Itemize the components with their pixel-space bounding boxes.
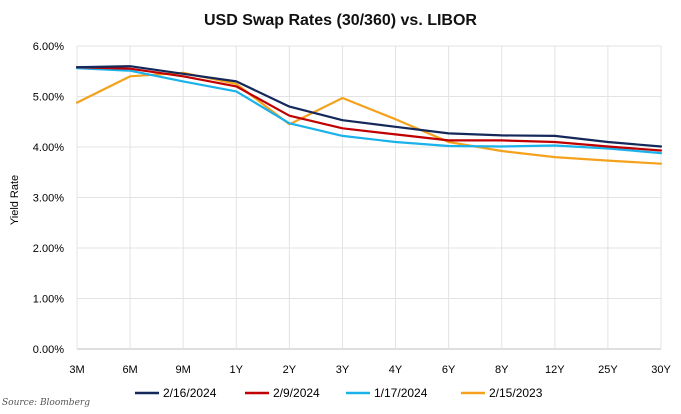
y-tick-label: 5.00% [33,92,64,104]
y-tick-label: 6.00% [33,41,64,53]
x-tick-label: 25Y [598,364,618,376]
y-tick-label: 0.00% [33,344,64,356]
x-tick-label: 3M [69,364,84,376]
source-note: Source: Bloomberg [2,398,90,408]
legend-label: 2/15/2023 [489,386,543,400]
series-line-1 [75,66,663,152]
series-lines [75,65,663,165]
legend-label: 2/9/2024 [273,386,320,400]
x-tick-label: 9M [176,364,191,376]
x-tick-label: 6M [122,364,137,376]
y-tick-label: 3.00% [33,193,64,205]
x-tick-label: 4Y [389,364,403,376]
axis-ticks: 0.00% 1.00% 2.00% 3.00% 4.00% 5.00% 6.00% 3M 6M 9… [33,41,672,376]
y-tick-label: 1.00% [33,294,64,306]
x-tick-label: 12Y [545,364,565,376]
y-tick-label: 2.00% [33,243,64,255]
x-tick-label: 30Y [651,364,671,376]
x-tick-label: 3Y [336,364,350,376]
x-tick-label: 8Y [495,364,509,376]
legend-label: 2/16/2024 [163,386,217,400]
y-tick-label: 4.00% [33,142,64,154]
x-tick-label: 6Y [442,364,456,376]
x-tick-label: 2Y [283,364,297,376]
chart-title: USD Swap Rates (30/360) vs. LIBOR [204,12,477,29]
y-axis-label: Yield Rate [9,175,21,225]
legend-label: 1/17/2024 [374,386,428,400]
series-line-3 [75,71,663,165]
grid-lines [76,45,662,350]
legend: 2/16/2024 2/9/2024 1/17/2024 2/15/2023 [135,386,543,400]
series-line-2 [75,67,663,155]
x-tick-label: 1Y [230,364,244,376]
series-line-0 [75,65,663,148]
